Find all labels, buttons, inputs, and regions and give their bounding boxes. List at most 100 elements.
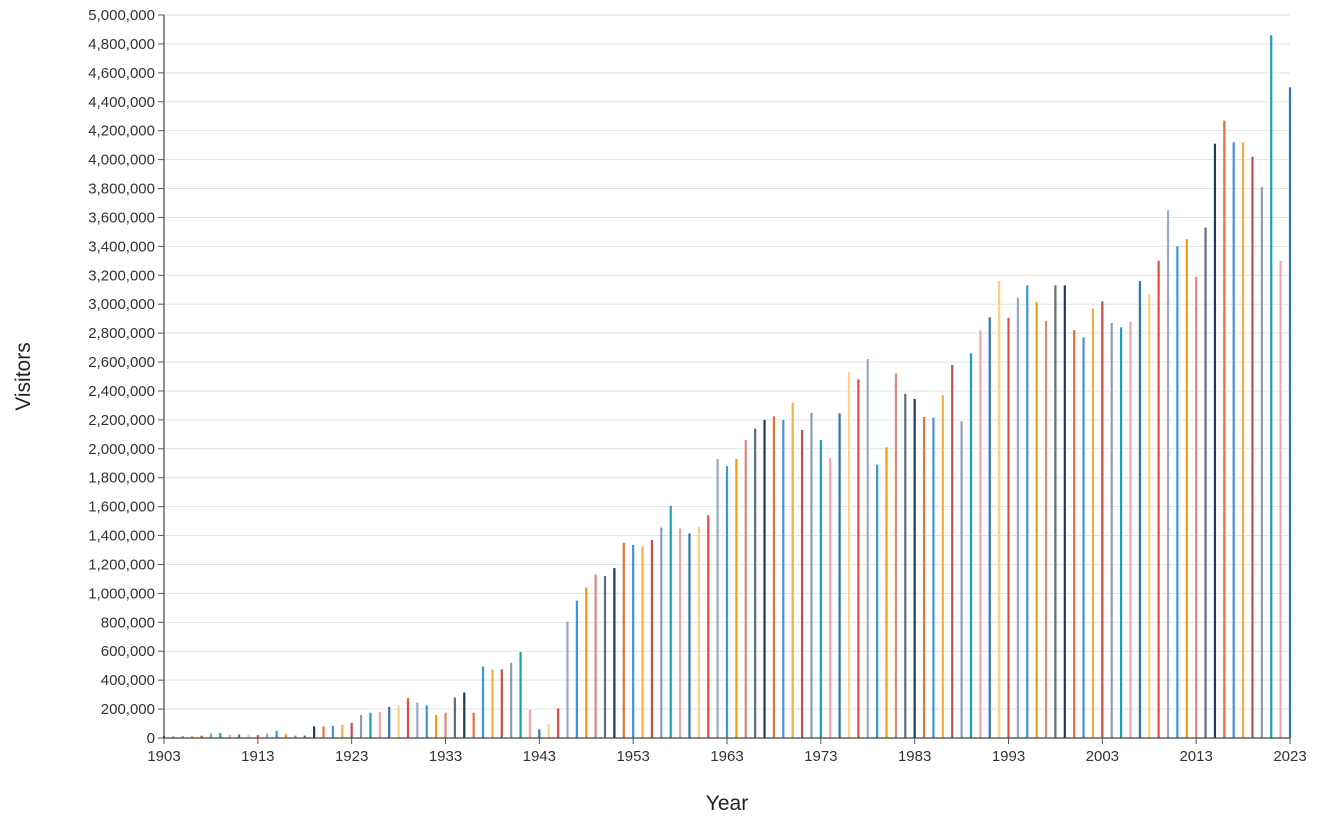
- bar: [566, 621, 569, 738]
- bar: [1063, 285, 1066, 738]
- x-tick-label: 2013: [1179, 748, 1212, 765]
- bar: [1251, 156, 1254, 738]
- bar: [510, 662, 513, 738]
- bar: [519, 651, 522, 738]
- bar: [500, 669, 503, 738]
- bar: [237, 734, 241, 738]
- bar: [538, 729, 541, 738]
- bar: [894, 373, 897, 738]
- bar: [181, 736, 184, 738]
- y-tick-label: 1,000,000: [88, 585, 155, 602]
- bar: [613, 568, 616, 738]
- bar: [359, 714, 363, 738]
- bar: [275, 730, 278, 738]
- bar: [1016, 297, 1019, 738]
- bar: [1213, 143, 1217, 739]
- bar: [228, 734, 231, 738]
- x-axis-ticks: 1903 1913 1923 1933 1943 1953 1963 1973 1983 1993…: [147, 738, 1307, 765]
- bar: [1148, 294, 1151, 738]
- bar: [838, 413, 841, 738]
- bar: [406, 698, 410, 738]
- bar: [932, 417, 935, 738]
- y-tick-label: 5,000,000: [88, 7, 155, 24]
- bar: [1101, 301, 1104, 738]
- y-tick-label: 0: [147, 730, 155, 747]
- bar: [425, 705, 428, 738]
- bar: [209, 733, 213, 738]
- y-tick-label: 2,600,000: [88, 354, 155, 371]
- bar: [1185, 239, 1188, 738]
- y-tick-label: 400,000: [101, 672, 155, 689]
- y-tick-label: 4,400,000: [88, 94, 155, 111]
- bar: [866, 359, 869, 738]
- bar: [641, 546, 644, 738]
- bar: [1110, 322, 1113, 738]
- bar: [444, 712, 447, 738]
- y-tick-label: 3,000,000: [88, 296, 155, 313]
- bar: [660, 527, 663, 738]
- bar: [979, 330, 982, 738]
- bar: [791, 402, 794, 738]
- bar: [622, 542, 625, 738]
- bar: [810, 412, 813, 738]
- x-tick-label: 1953: [616, 748, 649, 765]
- y-axis-ticks: 0 200,000 400,000 600,000 800,000 1,000,000 1,…: [88, 7, 164, 747]
- bar: [969, 353, 973, 738]
- bar: [294, 735, 297, 738]
- x-tick-label: 2003: [1086, 748, 1119, 765]
- x-tick-label: 1993: [992, 748, 1025, 765]
- x-tick-label: 1933: [429, 748, 462, 765]
- bar: [1120, 327, 1123, 738]
- x-tick-label: 2023: [1273, 748, 1306, 765]
- bar: [669, 505, 672, 738]
- bar: [829, 458, 832, 738]
- bar: [763, 419, 766, 738]
- bar: [707, 515, 710, 738]
- bar: [191, 735, 194, 738]
- bar: [585, 587, 588, 738]
- bar: [1054, 285, 1057, 738]
- bar: [847, 372, 851, 738]
- bar: [857, 379, 860, 738]
- bar: [369, 712, 372, 738]
- bar: [725, 466, 729, 738]
- bar: [481, 666, 485, 738]
- bar: [247, 734, 250, 738]
- bar: [322, 726, 325, 738]
- bar: [716, 458, 719, 738]
- y-tick-label: 2,000,000: [88, 441, 155, 458]
- y-tick-label: 1,200,000: [88, 556, 155, 573]
- bar: [435, 714, 438, 738]
- bar: [491, 669, 494, 738]
- bar: [256, 735, 259, 738]
- y-tick-label: 4,600,000: [88, 65, 155, 82]
- bar: [988, 317, 991, 738]
- bar: [350, 722, 353, 738]
- bar: [453, 697, 456, 738]
- bar-series: [162, 35, 1292, 739]
- bar: [528, 709, 532, 738]
- bar: [632, 544, 635, 738]
- bar: [754, 428, 757, 738]
- y-tick-label: 4,800,000: [88, 36, 155, 53]
- bar: [172, 736, 175, 738]
- bar: [331, 725, 334, 738]
- bar: [772, 416, 776, 738]
- bar: [678, 528, 682, 738]
- bar: [1270, 35, 1273, 738]
- y-tick-label: 2,800,000: [88, 325, 155, 342]
- x-axis-title: Year: [706, 792, 748, 815]
- y-tick-label: 2,200,000: [88, 412, 155, 429]
- bar: [1035, 302, 1038, 738]
- bar: [303, 735, 306, 738]
- x-tick-label: 1923: [335, 748, 368, 765]
- bar: [1129, 321, 1132, 738]
- y-tick-label: 3,400,000: [88, 238, 155, 255]
- bar: [904, 393, 907, 738]
- bar: [1241, 142, 1245, 739]
- bar: [913, 398, 916, 738]
- bar: [341, 724, 344, 738]
- x-tick-label: 1943: [523, 748, 556, 765]
- bar: [782, 419, 785, 738]
- bar: [1166, 210, 1170, 738]
